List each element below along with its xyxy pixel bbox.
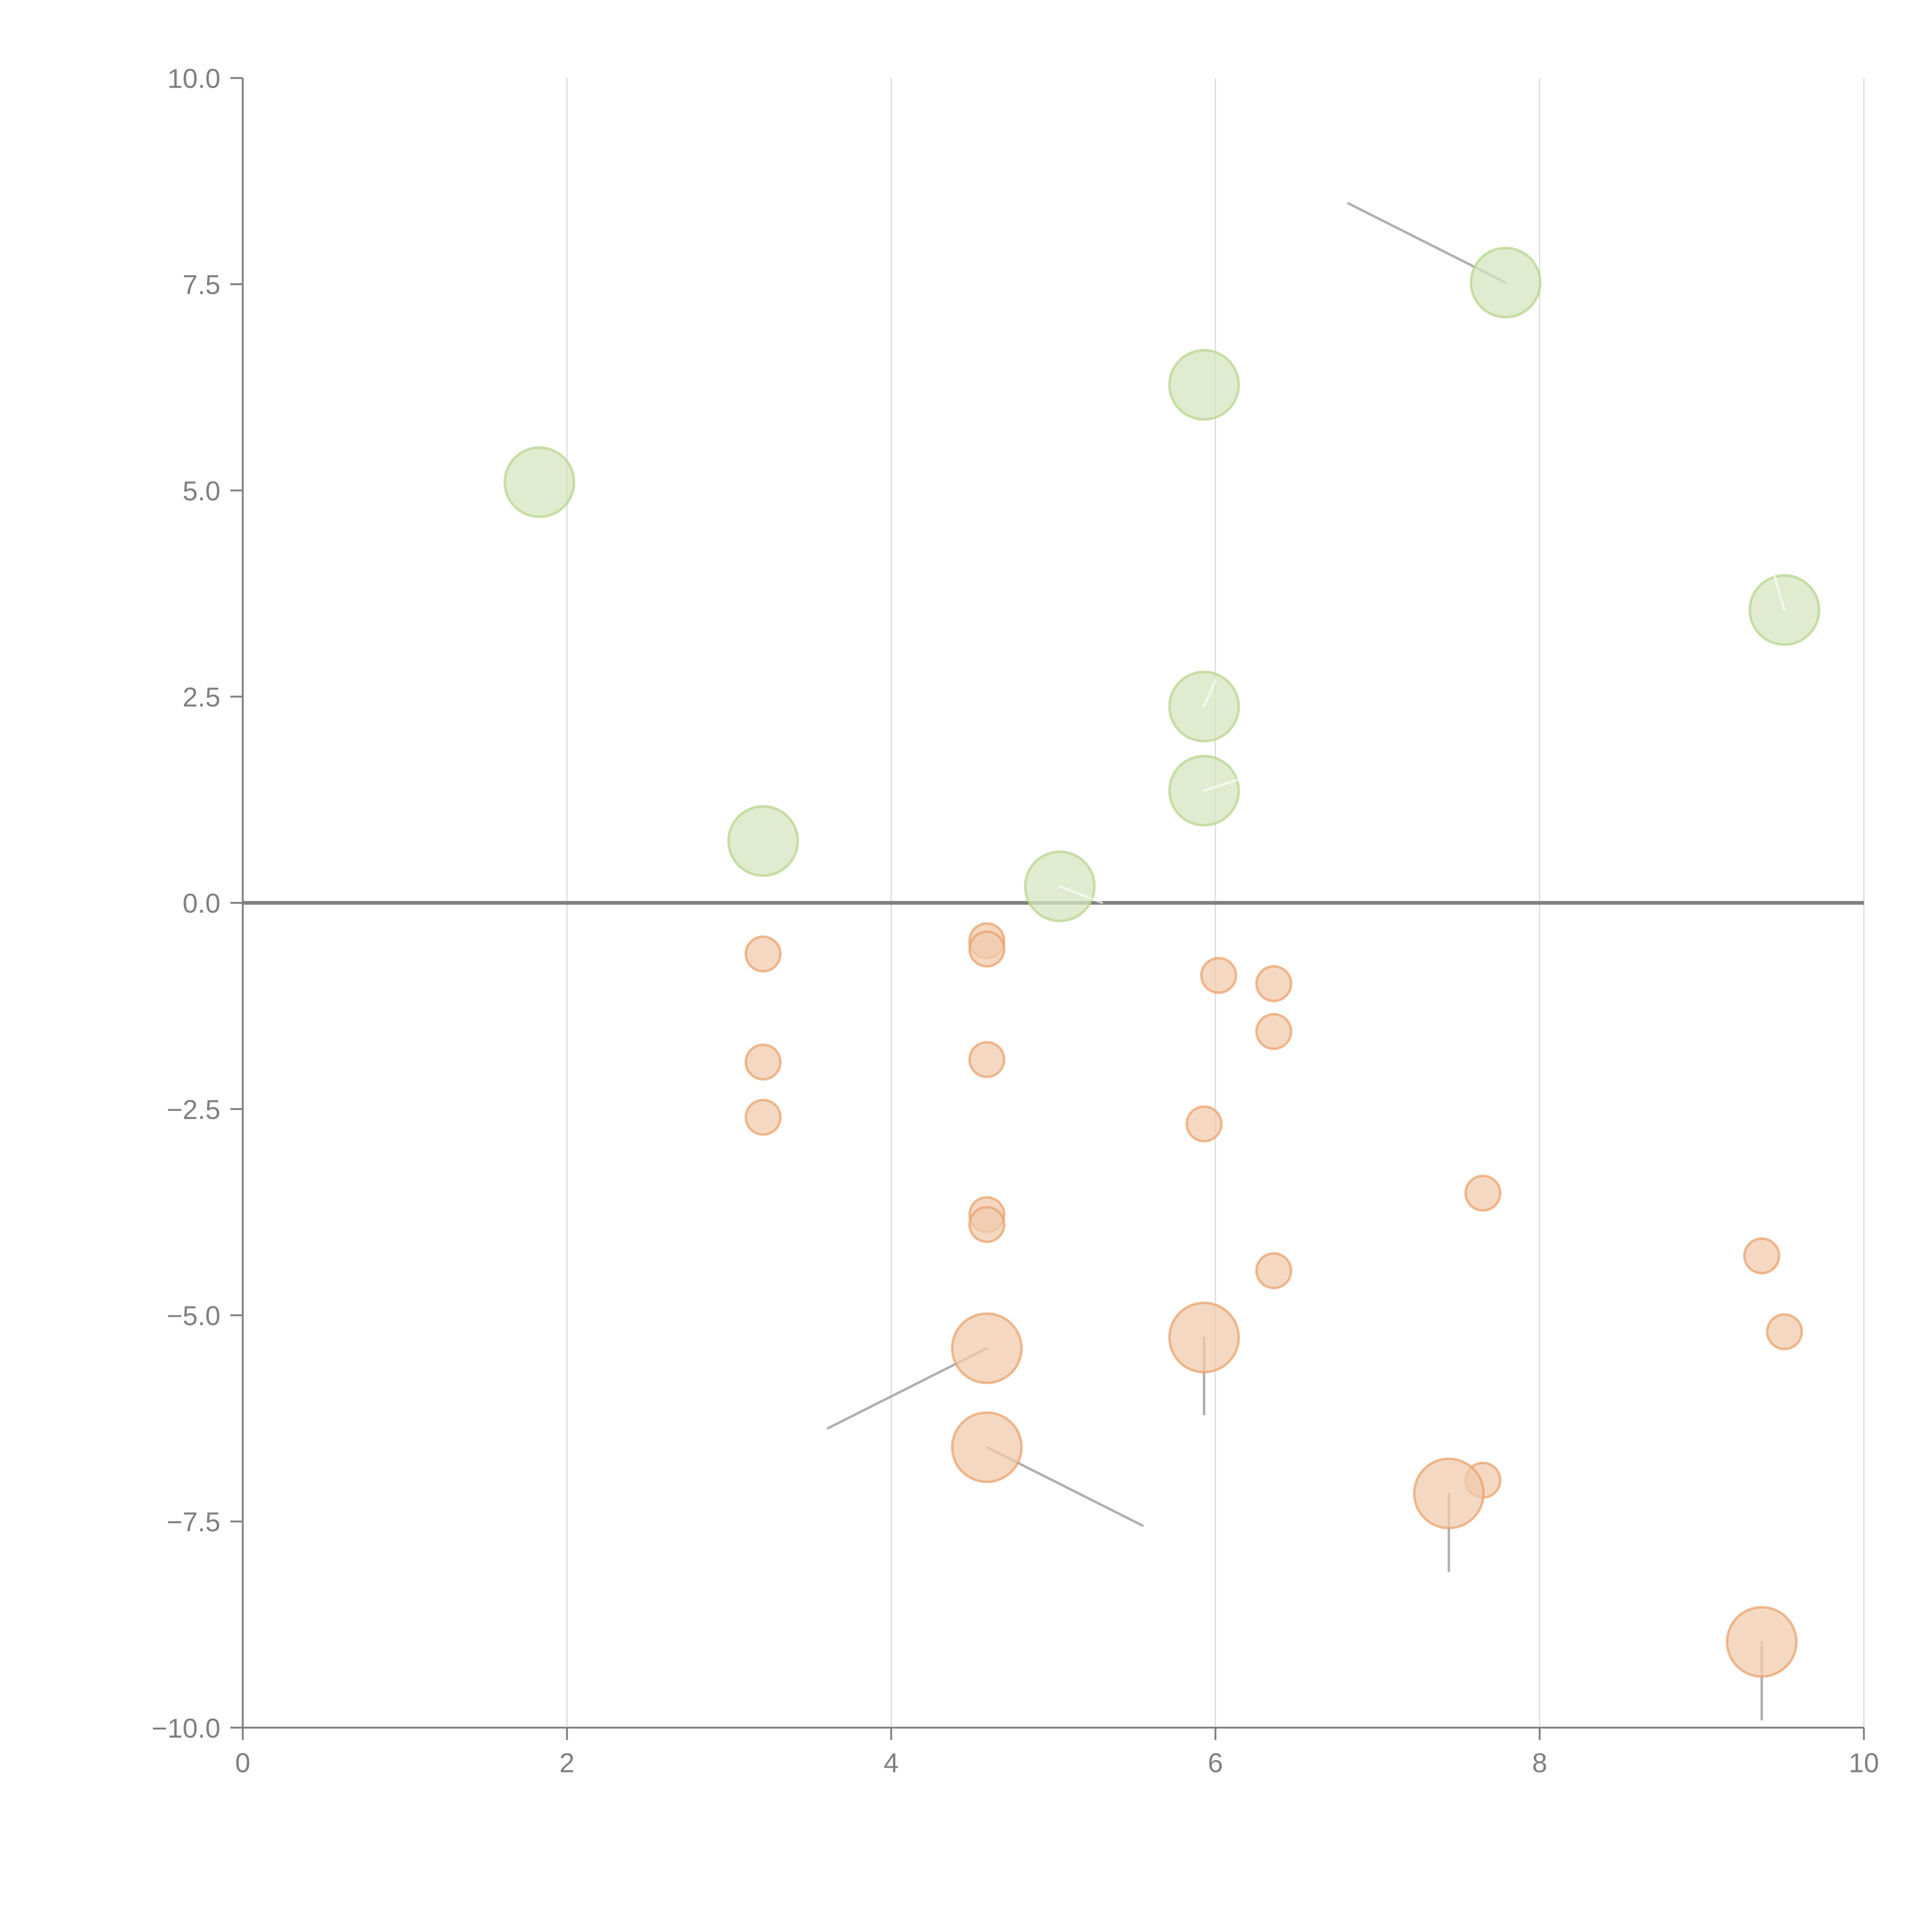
data-point-positive: [503, 446, 575, 518]
y-tick-label: 2.5: [182, 682, 220, 713]
data-point-negative: [951, 1411, 1023, 1483]
data-point-negative: [968, 930, 1006, 968]
data-point-negative: [1255, 965, 1293, 1002]
data-point-negative: [744, 935, 782, 973]
data-point-negative: [1200, 957, 1237, 994]
y-tick-label: −2.5: [167, 1094, 220, 1125]
y-tick-label: 10.0: [167, 63, 220, 94]
data-point-negative: [1413, 1457, 1485, 1529]
annotation-leaders-white: [1058, 576, 1786, 904]
x-axis-ticks: 0 2 4 6 8 10: [235, 1728, 1879, 1778]
x-tick-label: 2: [560, 1748, 575, 1778]
y-tick-label: −5.0: [167, 1300, 220, 1331]
data-point-positive: [1469, 247, 1542, 319]
annotation-leaders: [827, 202, 1763, 1721]
data-point-negative: [1255, 1013, 1293, 1050]
data-point-negative: [1743, 1237, 1781, 1275]
x-tick-label: 10: [1849, 1748, 1879, 1778]
y-tick-label: 7.5: [182, 269, 220, 300]
y-tick-label: −7.5: [167, 1507, 220, 1537]
data-point-negative: [1464, 1174, 1502, 1212]
data-point-negative: [968, 1041, 1006, 1078]
data-point-negative: [744, 1099, 782, 1136]
x-tick-label: 4: [884, 1748, 899, 1778]
data-point-negative: [1168, 1301, 1240, 1374]
y-axis-ticks: 10.0 7.5 5.0 2.5 0.0 −2.5 −5.0 −7.5 −10.0: [151, 63, 243, 1743]
annotation-leader-line: [1202, 778, 1241, 792]
x-tick-label: 0: [235, 1748, 250, 1778]
annotation-leader-line: [1058, 885, 1104, 904]
data-point-negative: [968, 1206, 1006, 1243]
data-point-negative: [1185, 1105, 1223, 1143]
data-point-negative: [744, 1043, 782, 1081]
x-tick-label: 8: [1532, 1748, 1547, 1778]
data-point-positive: [1168, 349, 1240, 421]
data-point-negative: [1726, 1606, 1798, 1678]
annotation-leader-line: [1773, 576, 1786, 611]
annotation-leader-line: [1202, 679, 1217, 708]
data-point-negative: [951, 1312, 1023, 1384]
data-point-negative: [1766, 1313, 1803, 1350]
data-point-negative: [1255, 1252, 1293, 1289]
y-tick-label: 5.0: [182, 476, 220, 506]
data-point-positive: [727, 805, 799, 877]
x-tick-label: 6: [1208, 1748, 1223, 1778]
data-points: [503, 247, 1821, 1678]
y-tick-label: −10.0: [151, 1713, 220, 1743]
y-tick-label: 0.0: [182, 888, 220, 918]
